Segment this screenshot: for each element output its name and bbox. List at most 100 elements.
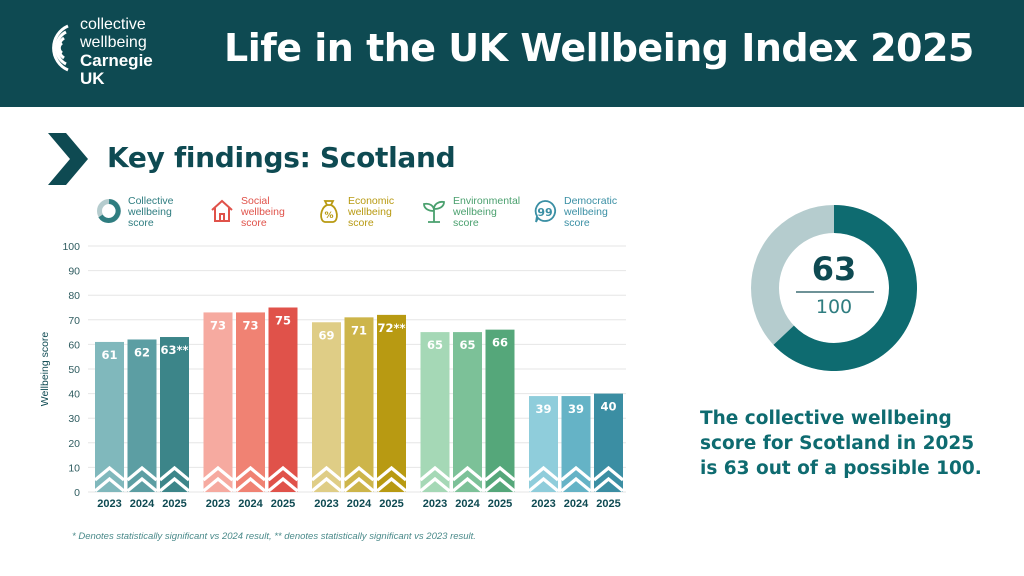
bar-value-label: 39 xyxy=(568,402,584,416)
header-banner: collective wellbeing Carnegie UK Life in… xyxy=(0,0,1024,107)
bar-chevron-mark xyxy=(484,476,516,493)
logo-line: collective xyxy=(80,16,146,33)
y-axis-label: Wellbeing score xyxy=(39,332,51,407)
bar xyxy=(236,312,265,492)
bar-chevron-mark xyxy=(93,465,126,482)
y-tick-label: 100 xyxy=(62,241,80,253)
legend-label: Economic wellbeing score xyxy=(348,195,395,229)
bar-chevron-mark xyxy=(375,476,408,493)
bar-value-label: 71 xyxy=(351,323,367,337)
svg-text:99: 99 xyxy=(537,206,552,219)
bar-chevron-mark xyxy=(158,465,191,482)
legend-label: Environmental wellbeing score xyxy=(453,195,521,229)
bar-chevron-mark xyxy=(343,465,375,482)
page-title: Life in the UK Wellbeing Index 2025 xyxy=(224,26,974,70)
y-tick-label: 40 xyxy=(68,389,80,401)
x-tick-label: 2025 xyxy=(271,498,295,510)
bar-value-label: 66 xyxy=(492,336,508,350)
bar-chevron-mark xyxy=(267,465,299,482)
x-tick-label: 2025 xyxy=(379,498,403,510)
footnote: * Denotes statistically significant vs 2… xyxy=(72,531,476,542)
bar-chevron-mark xyxy=(484,465,516,482)
section-title: Key findings: Scotland xyxy=(107,141,456,174)
donut-fill-arc xyxy=(773,205,917,371)
bar xyxy=(268,307,298,492)
bar-chevron-mark xyxy=(202,476,234,493)
bar-chevron-mark xyxy=(592,476,625,493)
logo-text: collective wellbeing Carnegie UK xyxy=(80,16,153,88)
bar-chevron-mark xyxy=(234,476,267,493)
y-tick-label: 20 xyxy=(68,438,80,450)
bar-chevron-mark xyxy=(126,465,158,482)
bar-value-label: 75 xyxy=(275,314,291,328)
bar-chevron-mark xyxy=(310,476,343,493)
bar xyxy=(377,314,406,492)
wellbeing-bar-chart: 0 10 20 30 40 50 60 70 80 90 100 Wellbeing score 61 2… xyxy=(39,241,626,510)
logo-line: Carnegie xyxy=(80,51,153,70)
bar-chevron-mark xyxy=(419,476,451,493)
donut-score-total: 100 xyxy=(815,296,853,318)
x-tick-label: 2024 xyxy=(347,498,372,510)
bar-value-label: 39 xyxy=(535,402,551,416)
y-tick-label: 70 xyxy=(68,315,80,327)
x-tick-label: 2023 xyxy=(531,498,555,510)
bar xyxy=(344,317,374,492)
donut-divider xyxy=(796,291,874,293)
chevron-right-icon xyxy=(48,133,88,185)
collective-score-donut xyxy=(751,205,917,371)
x-tick-label: 2024 xyxy=(130,498,155,510)
bar-chevron-mark xyxy=(451,465,484,482)
bar-chevron-mark xyxy=(375,465,408,482)
y-tick-label: 50 xyxy=(68,364,80,376)
y-tick-label: 80 xyxy=(68,290,80,302)
bar-value-label: 65 xyxy=(427,338,443,352)
house-icon xyxy=(211,199,233,222)
logo-arcs-icon xyxy=(52,24,69,72)
bar-value-label: 73 xyxy=(242,318,258,332)
x-tick-label: 2025 xyxy=(596,498,620,510)
bar-chevron-mark xyxy=(126,476,158,493)
bar-value-label: 62 xyxy=(134,345,150,359)
logo-line: wellbeing xyxy=(80,34,147,51)
bar-value-label: 61 xyxy=(101,348,117,362)
bar-value-label: 72** xyxy=(377,321,405,335)
x-tick-label: 2023 xyxy=(97,498,121,510)
y-tick-label: 90 xyxy=(68,266,80,278)
bar-chevron-mark xyxy=(343,476,375,493)
bar xyxy=(420,332,450,492)
ring-icon xyxy=(97,199,121,223)
legend-label: Social wellbeing score xyxy=(241,195,285,229)
x-tick-label: 2023 xyxy=(206,498,230,510)
bar xyxy=(312,322,341,492)
bar xyxy=(203,312,233,492)
x-tick-label: 2025 xyxy=(162,498,186,510)
y-tick-label: 60 xyxy=(68,339,80,351)
bar-chevron-mark xyxy=(592,465,625,482)
donut-score-value: 63 xyxy=(811,250,857,288)
y-tick-label: 30 xyxy=(68,413,80,425)
bar-value-label: 73 xyxy=(210,318,226,332)
x-tick-label: 2024 xyxy=(455,498,480,510)
bar-value-label: 63** xyxy=(160,343,188,357)
carnegie-uk-logo: collective wellbeing Carnegie UK xyxy=(38,16,178,94)
bar-chevron-mark xyxy=(419,465,451,482)
bar-chevron-mark xyxy=(310,465,343,482)
x-tick-label: 2023 xyxy=(423,498,447,510)
bar-chevron-mark xyxy=(527,465,560,482)
bar-value-label: 40 xyxy=(600,400,616,414)
bar xyxy=(485,329,515,492)
speech-bubble-icon: 99 xyxy=(534,200,557,223)
logo-line: UK xyxy=(80,69,105,88)
bar-chevron-mark xyxy=(527,476,560,493)
y-tick-label: 0 xyxy=(74,487,80,499)
bar-chevron-mark xyxy=(560,476,592,493)
x-tick-label: 2024 xyxy=(238,498,263,510)
x-tick-label: 2025 xyxy=(488,498,512,510)
bar-chevron-mark xyxy=(93,476,126,493)
svg-text:%: % xyxy=(324,211,333,221)
bar-value-label: 65 xyxy=(459,338,475,352)
bar-chevron-mark xyxy=(267,476,299,493)
seedling-icon xyxy=(423,200,445,223)
bar-chevron-mark xyxy=(202,465,234,482)
money-bag-icon: % xyxy=(320,200,338,223)
